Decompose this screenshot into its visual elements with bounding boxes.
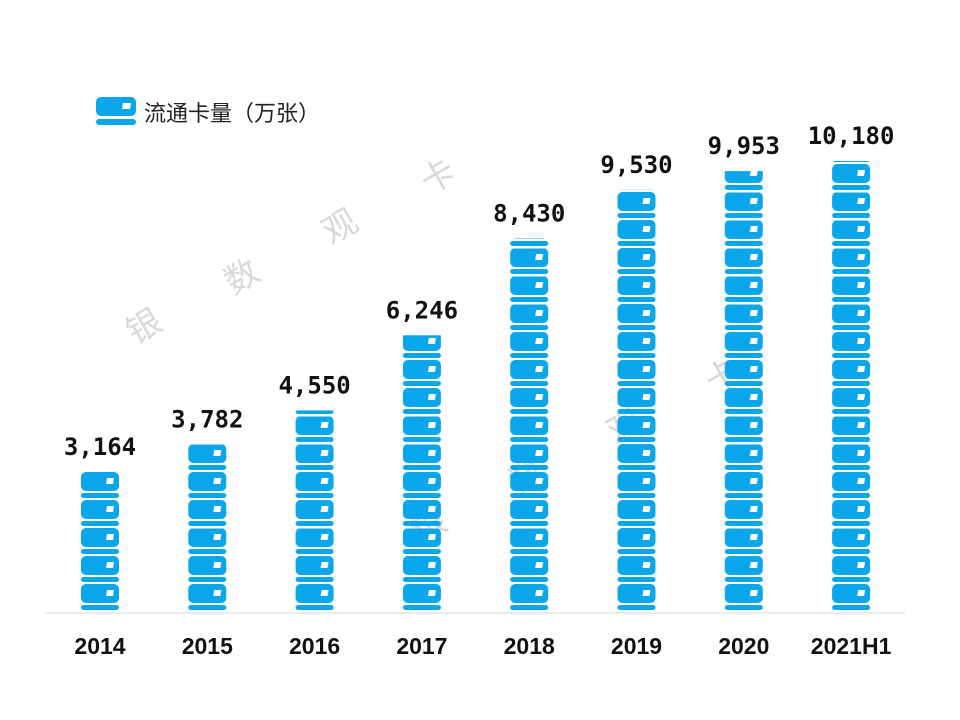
- x-tick-label: 2015: [182, 633, 233, 659]
- x-tick-label: 2021H1: [811, 633, 892, 659]
- bar-2015: [188, 444, 227, 612]
- data-label: 9,953: [708, 132, 780, 160]
- bar-2020: [724, 171, 763, 612]
- bar-2021H1: [832, 161, 871, 612]
- data-label: 8,430: [493, 200, 565, 228]
- x-tick-label: 2017: [396, 633, 447, 659]
- bar-2014: [81, 471, 119, 612]
- legend: 流通卡量（万张）: [96, 96, 320, 128]
- watermark-char: 银: [120, 301, 169, 353]
- bar-2016: [295, 410, 334, 612]
- data-label: 6,246: [386, 296, 458, 324]
- bar-2018: [510, 238, 549, 612]
- watermark-char: 数: [218, 251, 267, 303]
- bar-2017: [402, 335, 441, 612]
- card-icon: [96, 97, 136, 125]
- data-label: 9,530: [600, 151, 672, 179]
- data-label: 10,180: [808, 122, 895, 150]
- x-tick-label: 2014: [74, 633, 125, 659]
- x-tick-label: 2020: [718, 633, 769, 659]
- watermark-char: 卡: [414, 151, 463, 203]
- x-tick-label: 2018: [504, 633, 555, 659]
- legend-label: 流通卡量（万张）: [144, 102, 321, 127]
- bar-2019: [617, 189, 656, 612]
- x-tick-label: 2019: [611, 633, 662, 659]
- data-label: 4,550: [278, 371, 350, 399]
- watermark-char: 观: [316, 201, 365, 253]
- x-tick-label: 2016: [289, 633, 340, 659]
- data-label: 3,164: [64, 433, 136, 461]
- data-label: 3,782: [171, 405, 243, 433]
